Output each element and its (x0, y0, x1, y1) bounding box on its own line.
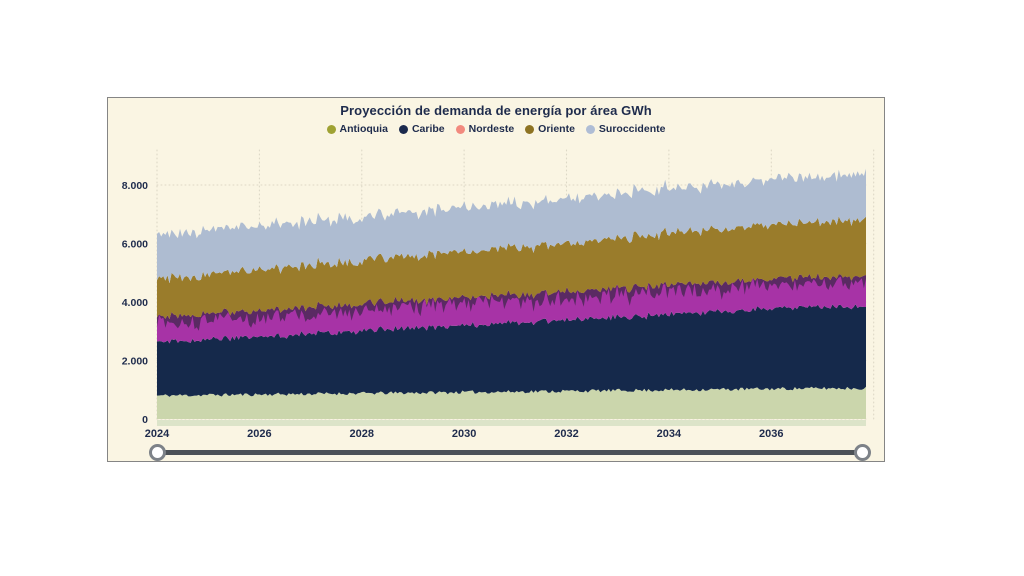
legend-item-caribe[interactable]: Caribe (398, 123, 445, 135)
legend-dot-caribe (398, 124, 408, 134)
legend-label: Caribe (411, 123, 445, 135)
legend-dot-suroccidente (585, 124, 595, 134)
x-tick-label: 2026 (247, 428, 271, 440)
area-series (157, 168, 866, 419)
x-tick-label: 2032 (554, 428, 578, 440)
legend-label: Oriente (538, 123, 575, 135)
legend-item-suroccidente[interactable]: Suroccidente (585, 123, 666, 135)
area-overlap-band (157, 273, 866, 331)
x-axis-labels: 2024 2026 2028 2030 2032 2034 2036 (145, 428, 784, 440)
legend-dot-antioquia (326, 124, 336, 134)
area-suroccidente (157, 168, 866, 284)
y-tick-label: 6.000 (122, 238, 148, 250)
legend-label: Nordeste (468, 123, 515, 135)
y-tick-label: 4.000 (122, 297, 148, 309)
x-tick-label: 2034 (657, 428, 682, 440)
chart-title: Proyección de demanda de energía por áre… (340, 103, 652, 118)
area-antioquia (157, 386, 866, 419)
y-axis-labels: 0 2.000 4.000 6.000 8.000 (122, 180, 148, 426)
y-tick-label: 8.000 (122, 180, 148, 192)
y-tick-label: 2.000 (122, 355, 148, 367)
legend-label: Suroccidente (598, 123, 666, 135)
chart-legend: Antioquia Caribe Nordeste Oriente Surocc… (108, 123, 884, 135)
chart-panel: Proyección de demanda de energía por áre… (107, 97, 885, 462)
x-tick-label: 2036 (759, 428, 783, 440)
area-oriente (157, 216, 866, 320)
x-range-slider-track[interactable] (157, 450, 863, 455)
area-nordeste (157, 273, 866, 344)
y-tick-label: 0 (142, 414, 148, 426)
legend-dot-nordeste (455, 124, 465, 134)
stacked-area-chart: 0 2.000 4.000 6.000 8.000 2024 2026 2028 2030 203… (122, 149, 875, 440)
baseline-strip (157, 420, 866, 426)
range-slider-left-handle[interactable] (149, 444, 166, 461)
range-slider-right-handle[interactable] (854, 444, 871, 461)
legend-item-nordeste[interactable]: Nordeste (455, 123, 515, 135)
x-tick-label: 2024 (145, 428, 170, 440)
legend-dot-oriente (525, 124, 535, 134)
legend-item-antioquia[interactable]: Antioquia (326, 123, 388, 135)
legend-label: Antioquia (339, 123, 388, 135)
legend-item-oriente[interactable]: Oriente (525, 123, 575, 135)
x-tick-label: 2028 (350, 428, 374, 440)
area-caribe (157, 304, 866, 397)
x-tick-label: 2030 (452, 428, 476, 440)
